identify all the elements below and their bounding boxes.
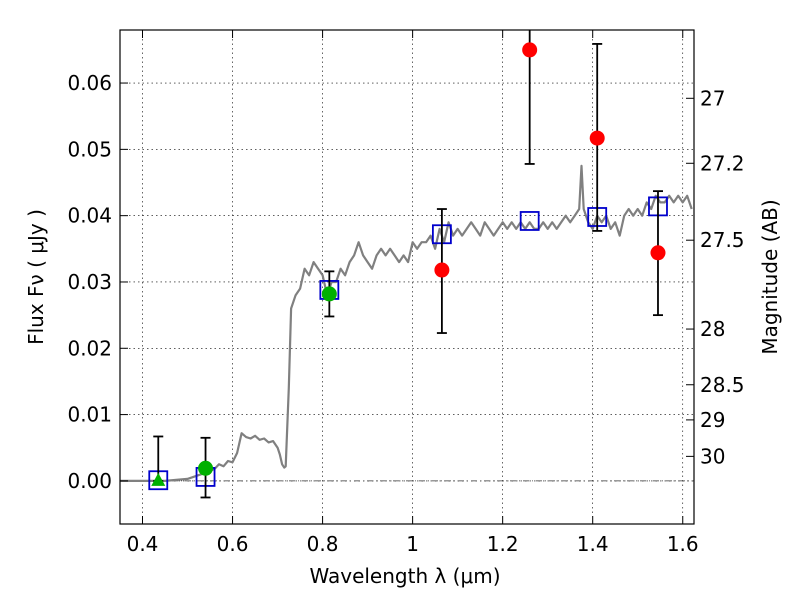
plot-frame xyxy=(119,29,695,525)
optical-point xyxy=(198,460,214,476)
detection-point xyxy=(650,245,666,261)
y2-tick-label: 29 xyxy=(700,408,725,432)
y-tick-label: 0.04 xyxy=(67,204,112,228)
x-tick-label: 0.4 xyxy=(127,532,159,556)
model-flux-square xyxy=(519,211,540,231)
series-layer xyxy=(120,30,694,499)
detection-point xyxy=(434,262,450,278)
y2-axis-label: Magnitude (AB) xyxy=(758,199,782,354)
y-tick-label: 0.01 xyxy=(67,403,112,427)
y-tick-label: 0.02 xyxy=(67,336,112,360)
optical-point xyxy=(321,286,337,302)
x-tick-label: 0.8 xyxy=(307,532,339,556)
x-tick-label: 1 xyxy=(406,532,419,556)
y2-tick-label: 27.2 xyxy=(700,151,745,175)
y-axis-label: Flux Fν ( μJy ) xyxy=(24,209,48,345)
upper-limit-point xyxy=(151,472,166,486)
y2-tick-label: 27 xyxy=(700,86,725,110)
y-tick-label: 0.03 xyxy=(67,270,112,294)
y2-tick-label: 27.5 xyxy=(700,228,745,252)
y-tick-label: 0.05 xyxy=(67,137,112,161)
y-tick-label: 0.06 xyxy=(67,71,112,95)
y2-tick-label: 30 xyxy=(700,444,725,468)
detection-point xyxy=(522,42,538,58)
x-tick-label: 0.6 xyxy=(217,532,249,556)
x-tick-label: 1.2 xyxy=(487,532,519,556)
plot-area xyxy=(120,30,694,499)
detection-point xyxy=(589,130,605,146)
x-axis-label: Wavelength λ (μm) xyxy=(309,564,500,588)
x-tick-label: 1.6 xyxy=(667,532,699,556)
x-tick-label: 1.4 xyxy=(577,532,609,556)
y-tick-label: 0.00 xyxy=(67,469,112,493)
y2-tick-label: 28.5 xyxy=(700,373,745,397)
y2-tick-label: 28 xyxy=(700,317,725,341)
axis-ticks: 0.4 0.6 0.8 1 1.2 1.4 1.6 0.00 0.01 0.02 0.03 0.04 0… xyxy=(67,30,745,556)
